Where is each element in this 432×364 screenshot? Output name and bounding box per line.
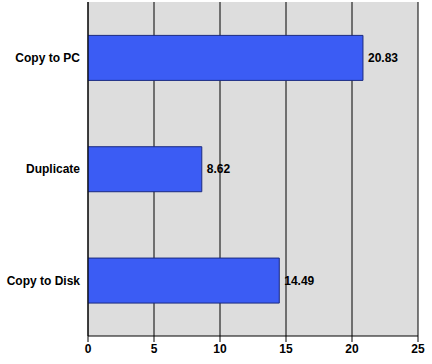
svg-text:25: 25 <box>411 342 424 356</box>
svg-text:10: 10 <box>213 342 227 356</box>
svg-text:5: 5 <box>151 342 158 356</box>
svg-text:Copy to PC: Copy to PC <box>15 51 80 65</box>
svg-text:14.49: 14.49 <box>284 274 314 288</box>
svg-text:8.62: 8.62 <box>207 162 231 176</box>
svg-text:0: 0 <box>85 342 92 356</box>
svg-text:15: 15 <box>279 342 293 356</box>
svg-text:20.83: 20.83 <box>368 51 398 65</box>
svg-text:20: 20 <box>345 342 359 356</box>
svg-text:Duplicate: Duplicate <box>26 162 80 176</box>
svg-text:Copy to Disk: Copy to Disk <box>8 274 80 288</box>
